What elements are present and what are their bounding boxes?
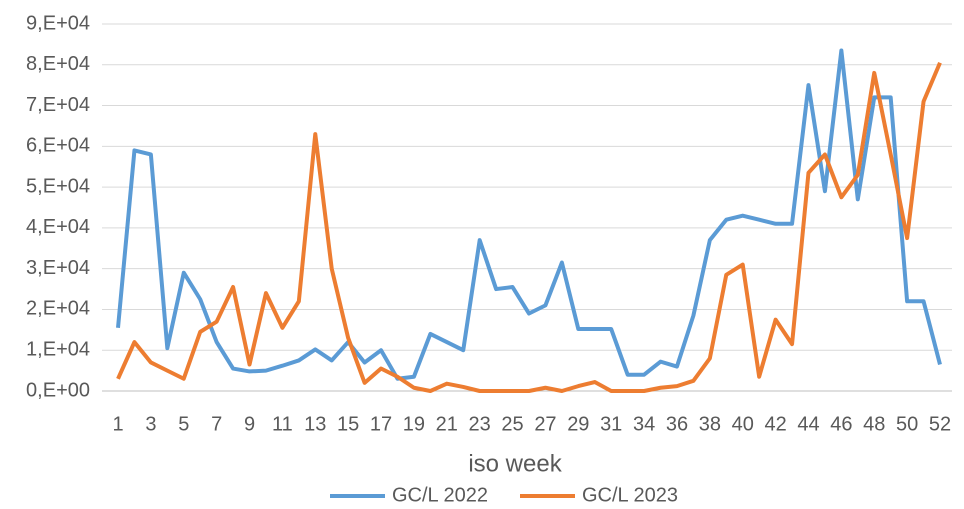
- x-tick-label: 15: [337, 413, 359, 435]
- y-tick-label: 6,E+04: [26, 135, 90, 157]
- y-tick-label: 1,E+04: [26, 339, 90, 361]
- x-tick-label: 44: [797, 413, 819, 435]
- y-tick-label: 9,E+04: [26, 12, 90, 34]
- y-tick-label: 5,E+04: [26, 175, 90, 197]
- x-tick-label: 34: [633, 413, 655, 435]
- x-tick-label: 21: [436, 413, 458, 435]
- x-tick-label: 25: [501, 413, 523, 435]
- data-line: [116, 48, 942, 381]
- x-tick-label: 50: [896, 413, 918, 435]
- x-tick-label: 48: [863, 413, 885, 435]
- x-tick-label: 9: [244, 413, 255, 435]
- x-tick-label: 40: [732, 413, 754, 435]
- x-tick-label: 46: [830, 413, 852, 435]
- x-tick-label: 11: [272, 413, 293, 435]
- y-tick-label: 0,E+00: [26, 379, 90, 401]
- data-line: [116, 61, 942, 393]
- x-tick-label: 42: [764, 413, 786, 435]
- x-tick-label: 23: [469, 413, 491, 435]
- y-tick-label: 3,E+04: [26, 257, 90, 279]
- y-tick-label: 7,E+04: [26, 94, 90, 116]
- x-tick-label: 29: [567, 413, 589, 435]
- legend-label: GC/L 2023: [582, 484, 678, 506]
- x-tick-label: 3: [145, 413, 156, 435]
- x-tick-label: 5: [178, 413, 189, 435]
- x-tick-label: 36: [666, 413, 688, 435]
- x-tick-label: 1: [112, 413, 123, 435]
- x-tick-label: 17: [370, 413, 392, 435]
- y-tick-label: 4,E+04: [26, 216, 90, 238]
- x-axis-title: iso week: [468, 450, 562, 477]
- legend-label: GC/L 2022: [392, 484, 488, 506]
- x-tick-label: 19: [403, 413, 425, 435]
- x-tick-label: 52: [929, 413, 951, 435]
- x-tick-label: 38: [699, 413, 721, 435]
- x-tick-label: 13: [304, 413, 326, 435]
- x-tick-label: 7: [211, 413, 222, 435]
- x-tick-label: 31: [600, 413, 622, 435]
- x-tick-label: 27: [534, 413, 556, 435]
- y-tick-label: 2,E+04: [26, 298, 90, 320]
- y-tick-label: 8,E+04: [26, 53, 90, 75]
